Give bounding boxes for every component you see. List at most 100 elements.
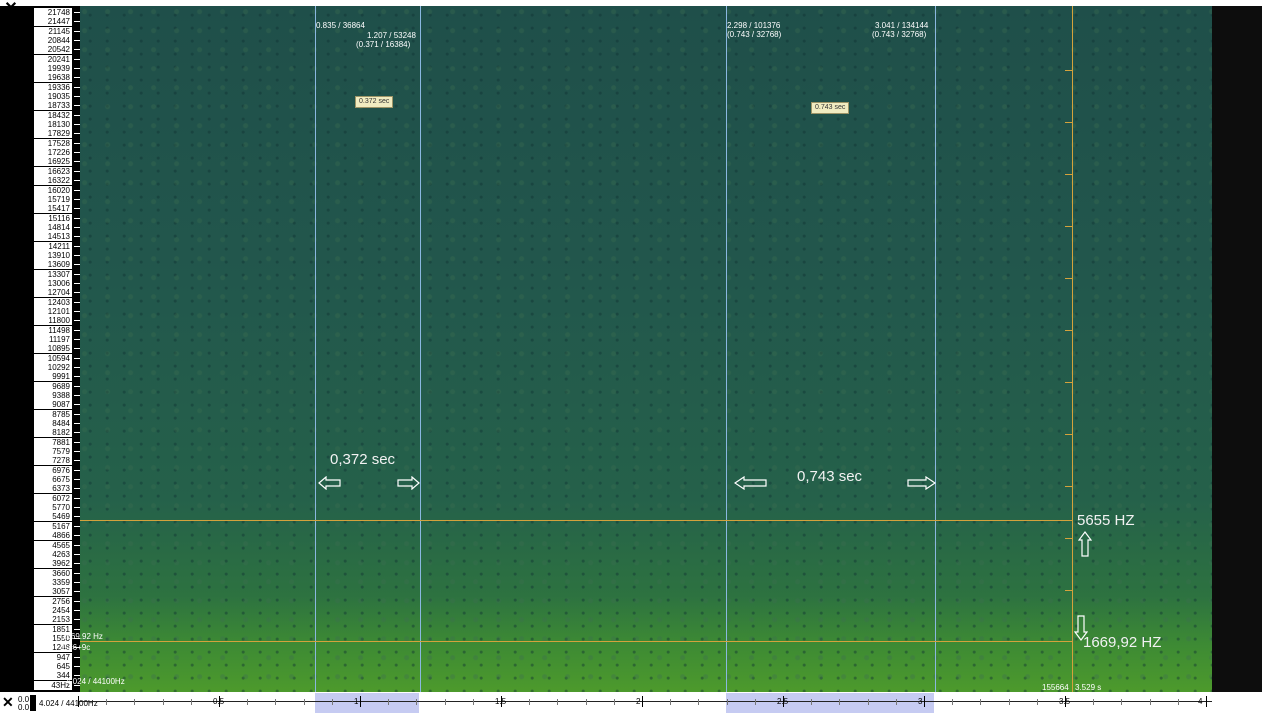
timeline-tick [1093, 699, 1095, 705]
selection-region-1[interactable] [315, 6, 421, 692]
frequency-tick-label: 12403 [34, 297, 80, 307]
spectrogram-canvas[interactable]: 0.835 / 36864 1.207 / 53248 (0.371 / 163… [62, 6, 1212, 692]
timeline-tick [219, 696, 220, 707]
frequency-axis: 21748 21447 21145 20844 20542 20241 19939 19638… [0, 6, 80, 692]
selection-region-2[interactable] [726, 6, 936, 692]
up-arrow-icon [1078, 531, 1092, 557]
cursor-scale-tick [1065, 434, 1072, 435]
frequency-tick-label: 12101 [34, 306, 80, 316]
frequency-tick-label: 19939 [34, 64, 80, 74]
frequency-tick-label: 20241 [34, 54, 80, 64]
frequency-tick-label: 11800 [34, 316, 80, 326]
selection-1-end-label: 1.207 / 53248 [367, 31, 416, 40]
timeline-tick [331, 699, 333, 705]
selection-1-length-label: (0.371 / 16384) [356, 40, 411, 49]
empty-panel [1212, 6, 1262, 692]
selection-2-end-label: 3.041 / 134144 [875, 21, 929, 30]
down-arrow-icon [1074, 615, 1088, 641]
frequency-tick-label: 20542 [34, 45, 80, 55]
timeline-tick [895, 699, 897, 705]
frequency-tick-label: 13307 [34, 269, 80, 279]
timeline-tick [78, 696, 79, 707]
level-meter [30, 695, 36, 711]
frequency-tick-label: 13006 [34, 278, 80, 288]
close-icon[interactable]: ✕ [2, 694, 14, 710]
cursor-scale-tick [1065, 278, 1072, 279]
timeline-tick [388, 699, 390, 705]
timeline-tick [980, 699, 982, 705]
timeline-tick [444, 699, 446, 705]
cursor-scale-tick [1065, 486, 1072, 487]
cursor-scale-tick [1065, 122, 1072, 123]
cursor-scale-tick [1065, 174, 1072, 175]
frequency-tick-label: 9991 [34, 372, 80, 382]
timeline-tick [783, 696, 784, 707]
frequency-tick-label: 3962 [34, 559, 80, 569]
selection-2-start-label: 2.298 / 101376 [727, 21, 781, 30]
frequency-tick-label: 4866 [34, 531, 80, 541]
cursor-scale-tick [1065, 70, 1072, 71]
timeline-tick [134, 699, 136, 705]
right-arrow-icon [907, 476, 936, 490]
timeline-tick [642, 696, 643, 707]
frequency-tick-label: 12704 [34, 288, 80, 298]
timeline-tick [416, 699, 418, 705]
frequency-tick-label: 14513 [34, 232, 80, 242]
timeline-tick [1206, 696, 1207, 707]
selection-2-end-length-label: (0.743 / 32768) [872, 30, 927, 39]
frequency-tick-label: 13609 [34, 260, 80, 270]
timeline-tick [162, 699, 164, 705]
frequency-tick-label: 16322 [34, 176, 80, 186]
cursor-time-line[interactable] [1072, 6, 1073, 692]
timeline-tick [501, 696, 502, 707]
frequency-tick-label: 6072 [34, 493, 80, 503]
timeline-selection-1[interactable] [315, 693, 419, 713]
zero-readout-bottom: 0.0 [18, 703, 30, 712]
timeline-tick [613, 699, 615, 705]
frequency-tick-label: 21748 [34, 8, 80, 17]
frequency-tick-label: 43Hz [34, 680, 80, 690]
frequency-tick-list: 21748 21447 21145 20844 20542 20241 19939 19638… [20, 6, 80, 692]
timeline-selection-2[interactable] [726, 693, 934, 713]
timeline-tick [811, 699, 813, 705]
frequency-tick-label: 15116 [34, 213, 80, 223]
frequency-tick-label: 3057 [34, 587, 80, 597]
timeline-tick [303, 699, 305, 705]
frequency-tick-label: 19638 [34, 73, 80, 83]
cursor-scale-tick [1065, 538, 1072, 539]
timeline-tick [670, 699, 672, 705]
frequency-tick-label: 13910 [34, 250, 80, 260]
lower-frequency-line[interactable] [80, 641, 1072, 642]
frequency-tick-label: 7579 [34, 447, 80, 457]
upper-frequency-line[interactable] [80, 520, 1072, 521]
frequency-tick-label: 9388 [34, 391, 80, 401]
frequency-tick-label: 10594 [34, 353, 80, 363]
frequency-tick-label: 17528 [34, 138, 80, 148]
frequency-tick-label: 7278 [34, 456, 80, 466]
cursor-scale-tick [1065, 226, 1072, 227]
frequency-tick-label: 2153 [34, 615, 80, 625]
right-arrow-icon [397, 476, 420, 490]
timeline-tick [1177, 699, 1179, 705]
frequency-tick-label: 16925 [34, 157, 80, 167]
timeline-tick [839, 699, 841, 705]
frequency-tick-label: 6675 [34, 475, 80, 485]
frequency-tick-label: 21145 [34, 26, 80, 36]
timeline-label: 1.5 [495, 697, 507, 706]
frequency-tick-label: 3660 [34, 568, 80, 578]
frequency-tick-label: 5770 [34, 503, 80, 513]
selection-1-start-label: 0.835 / 36864 [316, 21, 365, 30]
frequency-tick-label: 4565 [34, 540, 80, 550]
timeline-ruler[interactable]: 0.5 1 1.5 2 2.5 3 3.5 4 [78, 693, 1212, 713]
frequency-tick-label: 5469 [34, 512, 80, 522]
frequency-tick-label: 3359 [34, 577, 80, 587]
timeline-tick [1008, 699, 1010, 705]
timeline-tick [1149, 699, 1151, 705]
frequency-tick-label: 15417 [34, 204, 80, 214]
timeline-tick [952, 699, 954, 705]
left-arrow-icon [734, 476, 767, 490]
timeline-label: 2.5 [777, 697, 789, 706]
timeline-tick [1065, 696, 1066, 707]
zero-readout-top: 0.0 [18, 695, 30, 704]
frequency-tick-label: 11498 [34, 325, 80, 335]
